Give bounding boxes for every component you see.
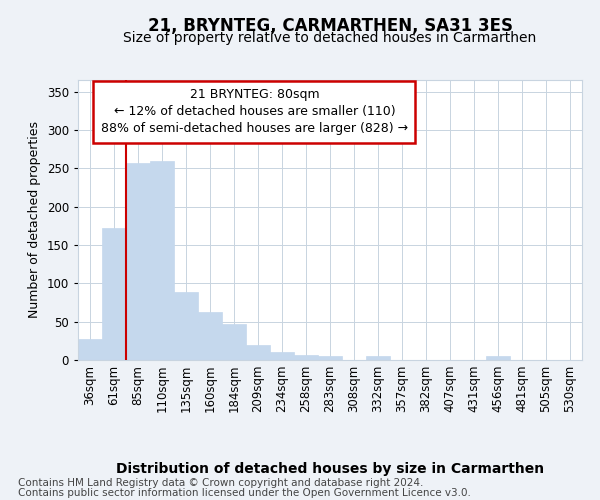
Text: Contains public sector information licensed under the Open Government Licence v3: Contains public sector information licen… bbox=[18, 488, 471, 498]
Bar bbox=[366, 356, 390, 360]
Text: 21 BRYNTEG: 80sqm
← 12% of detached houses are smaller (110)
88% of semi-detache: 21 BRYNTEG: 80sqm ← 12% of detached hous… bbox=[101, 88, 408, 136]
Text: Contains HM Land Registry data © Crown copyright and database right 2024.: Contains HM Land Registry data © Crown c… bbox=[18, 478, 424, 488]
Bar bbox=[174, 292, 198, 360]
Y-axis label: Number of detached properties: Number of detached properties bbox=[28, 122, 41, 318]
Bar bbox=[78, 338, 102, 360]
Text: 21, BRYNTEG, CARMARTHEN, SA31 3ES: 21, BRYNTEG, CARMARTHEN, SA31 3ES bbox=[148, 18, 512, 36]
Bar bbox=[150, 160, 174, 360]
Text: Distribution of detached houses by size in Carmarthen: Distribution of detached houses by size … bbox=[116, 462, 544, 476]
Bar bbox=[270, 352, 294, 360]
Bar bbox=[222, 324, 246, 360]
Bar bbox=[246, 344, 270, 360]
Bar bbox=[198, 312, 222, 360]
Bar bbox=[318, 356, 342, 360]
Text: Size of property relative to detached houses in Carmarthen: Size of property relative to detached ho… bbox=[124, 31, 536, 45]
Bar bbox=[126, 163, 150, 360]
Bar bbox=[102, 228, 126, 360]
Bar bbox=[486, 356, 510, 360]
Bar bbox=[294, 354, 318, 360]
